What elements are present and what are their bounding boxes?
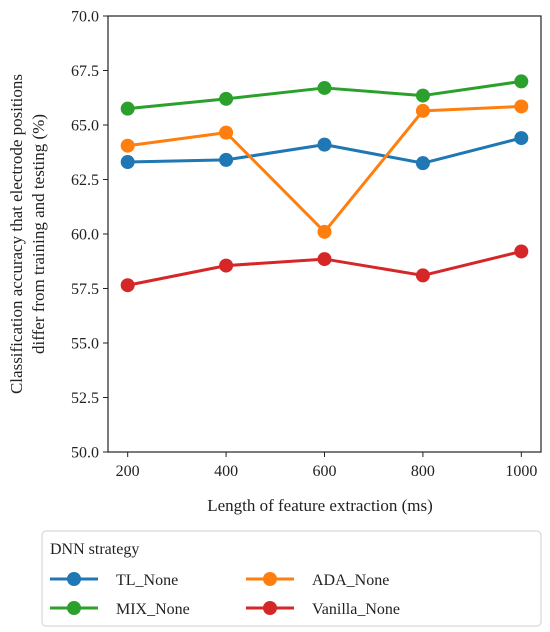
series-layer	[120, 74, 529, 293]
y-tick-label: 65.0	[71, 118, 99, 135]
data-point	[120, 155, 135, 170]
x-axis: 200 400 600 800 1000	[116, 452, 537, 480]
x-tick-label: 1000	[505, 463, 537, 480]
y-axis-title-line: differ from training and testing (%)	[29, 114, 48, 354]
x-tick-label: 800	[411, 463, 435, 480]
legend-label: TL_None	[116, 572, 178, 589]
data-point	[514, 244, 529, 259]
y-tick-label: 60.0	[71, 227, 99, 244]
y-tick-label: 62.5	[71, 172, 99, 189]
y-axis-title-line: Classification accuracy that electrode p…	[7, 74, 26, 394]
data-point	[120, 138, 135, 153]
series-tl-none	[120, 131, 529, 171]
series-mix-none	[120, 74, 529, 116]
y-tick-label: 70.0	[71, 9, 99, 26]
y-axis-title: Classification accuracy that electrode p…	[7, 74, 48, 394]
legend-item-ada-none: ADA_None	[246, 572, 389, 589]
data-point	[514, 99, 529, 114]
data-point	[219, 91, 234, 106]
data-point	[317, 252, 332, 267]
y-axis: 50.0 52.5 55.0 57.5 60.0 62.5 65.0 67.5 70.0	[71, 9, 108, 462]
data-point	[415, 268, 430, 283]
y-tick-label: 50.0	[71, 445, 99, 462]
x-axis-title: Length of feature extraction (ms)	[207, 496, 433, 515]
data-point	[120, 101, 135, 116]
data-point	[219, 152, 234, 167]
legend-marker	[263, 572, 277, 586]
legend-marker	[67, 601, 81, 615]
legend-label: Vanilla_None	[312, 601, 400, 618]
data-point	[514, 131, 529, 146]
data-point	[120, 278, 135, 293]
y-tick-label: 52.5	[71, 390, 99, 407]
data-point	[415, 88, 430, 103]
y-tick-label: 67.5	[71, 63, 99, 80]
series-line	[127, 104, 522, 234]
data-point	[415, 156, 430, 171]
y-tick-label: 55.0	[71, 336, 99, 353]
data-point	[415, 103, 430, 118]
data-point	[317, 80, 332, 95]
legend-entries: TL_None ADA_None MIX_None Vanilla_None	[50, 572, 400, 618]
data-point	[317, 137, 332, 152]
legend: DNN strategy TL_None ADA_None MIX_None Vani…	[41, 530, 542, 627]
data-point	[219, 258, 234, 273]
legend-item-mix-none: MIX_None	[50, 601, 190, 618]
series-vanilla-none	[120, 244, 529, 293]
legend-label: ADA_None	[312, 572, 389, 589]
data-point	[219, 125, 234, 140]
data-point	[514, 74, 529, 89]
series-ada-none	[120, 99, 529, 239]
x-tick-label: 200	[116, 463, 140, 480]
y-tick-label: 57.5	[71, 281, 99, 298]
legend-label: MIX_None	[116, 601, 190, 618]
x-tick-label: 400	[214, 463, 238, 480]
legend-item-tl-none: TL_None	[50, 572, 178, 589]
data-point	[317, 224, 332, 239]
legend-title: DNN strategy	[50, 541, 139, 558]
legend-marker	[67, 572, 81, 586]
legend-marker	[263, 601, 277, 615]
x-tick-label: 600	[313, 463, 337, 480]
legend-item-vanilla-none: Vanilla_None	[246, 601, 400, 618]
